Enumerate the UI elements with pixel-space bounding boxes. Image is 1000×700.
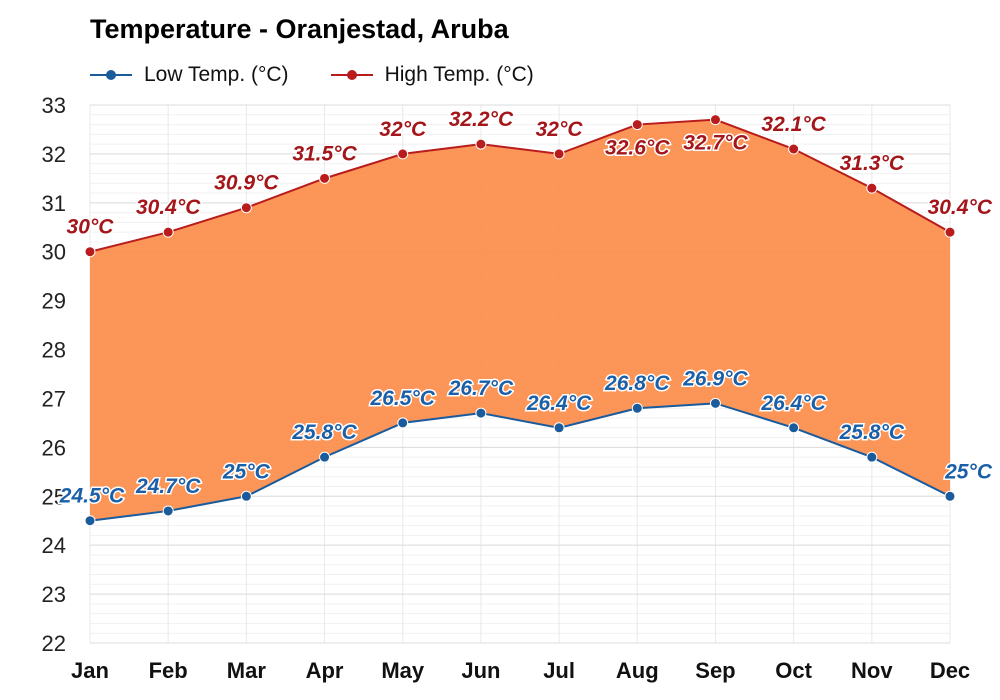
- low-data-label: 24.7°C: [135, 475, 201, 498]
- x-tick-label: Sep: [695, 658, 735, 683]
- high-data-label: 30.9°C: [214, 172, 279, 195]
- high-data-label: 30.4°C: [928, 196, 993, 219]
- high-temp-point: [788, 143, 800, 155]
- y-tick-label: 31: [42, 191, 66, 216]
- high-data-label: 32°C: [536, 118, 584, 141]
- high-temp-point: [944, 226, 956, 238]
- chart-title: Temperature - Oranjestad, Aruba: [90, 14, 509, 44]
- legend-label-high: High Temp. (°C): [384, 63, 534, 86]
- x-tick-label: Nov: [851, 658, 893, 683]
- x-tick-label: Mar: [227, 658, 267, 683]
- legend-label-low: Low Temp. (°C): [144, 63, 289, 86]
- low-temp-point: [84, 515, 96, 527]
- low-data-label: 26.5°C: [370, 387, 436, 410]
- low-data-label: 25.8°C: [839, 421, 905, 444]
- low-temp-point: [240, 490, 252, 502]
- high-temp-point: [709, 114, 721, 126]
- high-data-label: 30°C: [67, 216, 115, 239]
- y-tick-label: 32: [42, 142, 66, 167]
- low-data-label: 25°C: [944, 460, 993, 483]
- y-tick-label: 23: [42, 582, 66, 607]
- low-temp-point: [475, 407, 487, 419]
- x-tick-label: May: [381, 658, 425, 683]
- x-tick-label: Dec: [930, 658, 970, 683]
- high-temp-line: [89, 118, 951, 253]
- x-tick-label: Aug: [616, 658, 659, 683]
- y-tick-label: 26: [42, 435, 66, 460]
- high-temp-point: [397, 148, 409, 160]
- high-data-label: 32.2°C: [449, 108, 514, 131]
- low-temp-point: [944, 490, 956, 502]
- high-temp-point: [631, 119, 643, 131]
- legend-item-high[interactable]: High Temp. (°C): [329, 63, 534, 87]
- y-tick-label: 27: [42, 386, 66, 411]
- low-data-label: 25°C: [222, 460, 271, 483]
- y-tick-label: 33: [42, 93, 66, 118]
- low-data-label: 26.7°C: [448, 377, 514, 400]
- high-temp-point: [475, 138, 487, 150]
- low-temp-point: [397, 417, 409, 429]
- high-data-label: 30.4°C: [136, 196, 201, 219]
- low-temp-point: [319, 451, 331, 463]
- y-tick-label: 24: [42, 533, 66, 558]
- low-temp-point: [631, 402, 643, 414]
- high-data-label: 32.7°C: [683, 132, 748, 155]
- high-data-label: 32.6°C: [605, 137, 670, 160]
- high-data-label: 31.5°C: [292, 142, 357, 165]
- legend-high-marker-icon: [330, 70, 373, 80]
- y-tick-label: 28: [42, 338, 66, 363]
- legend-low-marker-icon: [90, 70, 132, 80]
- x-tick-label: Jul: [543, 658, 575, 683]
- high-temp-point: [866, 182, 878, 194]
- low-data-label: 25.8°C: [291, 421, 357, 444]
- low-temp-point: [709, 397, 721, 409]
- temperature-range-area: [90, 119, 950, 521]
- high-temp-point: [319, 172, 331, 184]
- y-tick-label: 29: [42, 289, 66, 314]
- legend-item-low[interactable]: Low Temp. (°C): [88, 63, 289, 87]
- low-temp-line: [89, 402, 951, 522]
- x-tick-label: Apr: [306, 658, 344, 683]
- low-data-label: 26.9°C: [682, 367, 748, 390]
- low-temp-point: [866, 451, 878, 463]
- low-temp-point: [788, 422, 800, 434]
- x-tick-label: Jun: [461, 658, 500, 683]
- low-data-label: 26.4°C: [760, 392, 826, 415]
- low-data-label: 26.8°C: [604, 372, 670, 395]
- x-tick-label: Feb: [149, 658, 188, 683]
- x-tick-label: Oct: [775, 658, 812, 683]
- low-data-label: 26.4°C: [526, 392, 592, 415]
- high-temp-point: [553, 148, 565, 160]
- y-tick-label: 30: [42, 240, 66, 265]
- high-temp-point: [84, 246, 96, 258]
- low-temp-point: [553, 422, 565, 434]
- y-tick-label: 22: [42, 631, 66, 656]
- high-data-label: 32°C: [379, 118, 427, 141]
- x-tick-label: Jan: [71, 658, 109, 683]
- high-data-label: 32.1°C: [761, 113, 826, 136]
- low-temp-point: [162, 505, 174, 517]
- legend: Low Temp. (°C) High Temp. (°C): [88, 60, 574, 90]
- high-temp-point: [240, 202, 252, 214]
- high-data-label: 31.3°C: [840, 152, 905, 175]
- low-data-label: 24.5°C: [59, 485, 125, 508]
- high-temp-point: [162, 226, 174, 238]
- y-tick-label: 25: [42, 484, 66, 509]
